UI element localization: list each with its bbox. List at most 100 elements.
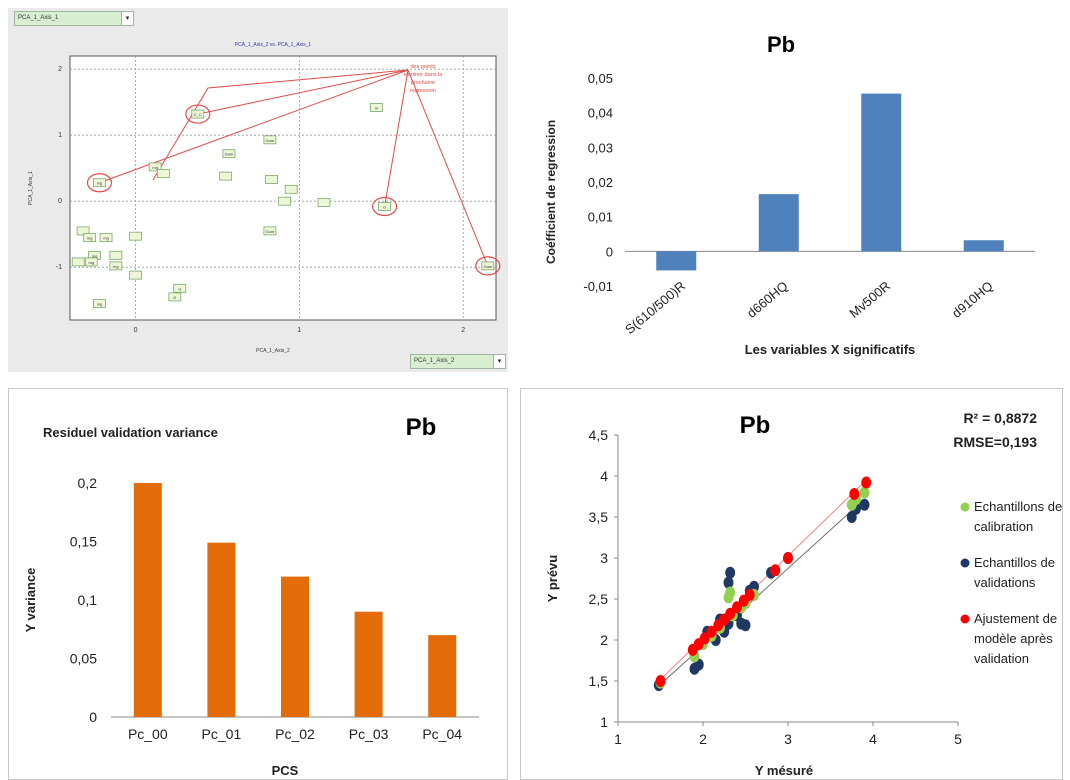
data-point <box>770 564 781 577</box>
data-point <box>109 250 123 260</box>
data-point <box>99 233 113 242</box>
y-axis-label: PCA_1_Axis_1 <box>28 171 34 205</box>
axis-x-dropdown[interactable]: PCA_1_Axis_2 ▾ <box>410 354 506 369</box>
chart-title: Pb <box>767 32 795 57</box>
data-point <box>369 103 383 112</box>
data-point <box>732 601 742 614</box>
axis-y-dropdown[interactable]: PCA_1_Axis_1 ▾ <box>14 11 134 26</box>
chart-label: Pb <box>406 414 437 441</box>
point-label: mg <box>89 260 95 265</box>
data-point <box>861 476 872 489</box>
point-label: mg <box>97 181 103 186</box>
chart-title: PCA_1_Axis_2 vs. PCA_1_Axis_1 <box>235 42 312 48</box>
y-tick-label: 0,2 <box>78 475 98 491</box>
data-point <box>725 607 736 620</box>
x-tick-label: 1 <box>614 731 622 747</box>
data-point <box>740 619 751 632</box>
data-point <box>129 231 142 241</box>
annotation-line <box>99 69 409 184</box>
point-label: Gum <box>266 138 275 143</box>
bar <box>133 483 162 717</box>
data-point <box>93 178 106 188</box>
legend-marker <box>960 502 970 512</box>
data-point <box>378 202 391 211</box>
x-tick-label: Pc_03 <box>349 726 389 742</box>
data-point <box>71 257 85 267</box>
x-tick-label: 2 <box>461 327 465 334</box>
x-axis-label: PCS <box>272 763 299 778</box>
residual-bar-chart: Residuel validation variance Pb 0,2 0,15 0,1… <box>23 414 479 778</box>
data-point <box>93 299 106 308</box>
point-label: G <box>383 204 386 209</box>
highlight-circle <box>475 256 501 276</box>
data-point <box>317 198 331 207</box>
annotation-text: des points <box>410 64 435 70</box>
point-label: G <box>178 286 181 291</box>
data-point <box>222 149 236 159</box>
stat-label: RMSE=0,193 <box>953 434 1037 450</box>
point-label: Gum <box>483 264 492 269</box>
legend-marker <box>960 614 970 624</box>
y-tick-label: 0,1 <box>78 592 98 608</box>
data-point <box>284 184 298 194</box>
x-axis-label: Les variables X significatifs <box>745 342 916 357</box>
y-tick-label: 4 <box>600 468 608 484</box>
highlight-circle <box>86 173 113 193</box>
data-point <box>846 498 857 511</box>
y-tick-label: -0,01 <box>583 279 613 294</box>
x-tick-label: 2 <box>699 731 707 747</box>
point-label: Gum <box>266 229 275 234</box>
y-tick-label: 0,05 <box>70 651 97 667</box>
data-point <box>783 552 793 564</box>
annotation-line <box>407 69 489 267</box>
chart-title: Residuel validation variance <box>43 425 218 440</box>
point-label: mg <box>87 236 93 241</box>
data-point <box>191 109 205 119</box>
y-tick-label: 0,05 <box>588 71 613 86</box>
chevron-down-icon[interactable]: ▾ <box>493 355 505 368</box>
data-point <box>699 632 710 645</box>
bar <box>428 635 457 717</box>
y-tick-label: 0 <box>58 198 62 205</box>
data-point <box>725 566 736 579</box>
y-tick-label: 2,5 <box>589 591 609 607</box>
axis-x-dropdown-value: PCA_1_Axis_2 <box>414 358 455 364</box>
coefficient-bar-chart: Pb 0,05 0,04 0,03 0,02 0,01 0 -0,01 S(610/500)R d… <box>544 32 1035 357</box>
x-tick-label: 4 <box>869 731 877 747</box>
data-point <box>129 270 142 280</box>
point-label: mg <box>113 264 119 269</box>
pca-panel: PCA_1_Axis_1 ▾ 0 1 2 2 1 0 -1 PCA_1_Axis_2 vs. … <box>8 8 508 372</box>
legend-marker <box>960 558 970 568</box>
data-point <box>84 257 98 267</box>
data-point <box>481 261 495 271</box>
y-tick-label: 1 <box>58 132 62 139</box>
y-tick-label: 2 <box>600 632 608 648</box>
point-label: mg <box>92 253 98 258</box>
point-label: mg <box>103 236 109 241</box>
data-point <box>148 162 162 172</box>
legend-label: Echantillos de validations <box>974 555 1055 590</box>
bar <box>758 194 799 252</box>
y-tick-label: 2 <box>58 66 62 73</box>
x-tick-label: Mv500R <box>846 278 893 321</box>
data-point <box>156 169 170 178</box>
y-tick-label: 0,04 <box>588 106 613 121</box>
point-label: C_C <box>194 112 202 117</box>
legend-label: Echantillons de calibration <box>974 499 1062 534</box>
data-point <box>725 586 736 599</box>
data-point <box>723 576 734 589</box>
chevron-down-icon[interactable]: ▾ <box>121 12 133 25</box>
prediction-scatter-chart: Pb R² = 0,8872 RMSE=0,193 4,5 4 3,5 3 2,5 2 1,5 11… <box>545 410 1062 778</box>
x-tick-label: Pc_02 <box>275 726 315 742</box>
y-tick-label: 1,5 <box>589 673 609 689</box>
data-point <box>173 283 187 293</box>
y-tick-label: 0,03 <box>588 140 613 155</box>
data-point <box>859 498 870 511</box>
bar <box>963 240 1004 252</box>
x-tick-label: 0 <box>134 327 138 334</box>
x-tick-label: S(610/500)R <box>622 278 688 337</box>
y-tick-label: 0,15 <box>70 534 97 550</box>
data-point <box>263 135 277 145</box>
data-point <box>219 171 233 181</box>
y-axis-label: Coéfficient de regression <box>544 120 558 264</box>
